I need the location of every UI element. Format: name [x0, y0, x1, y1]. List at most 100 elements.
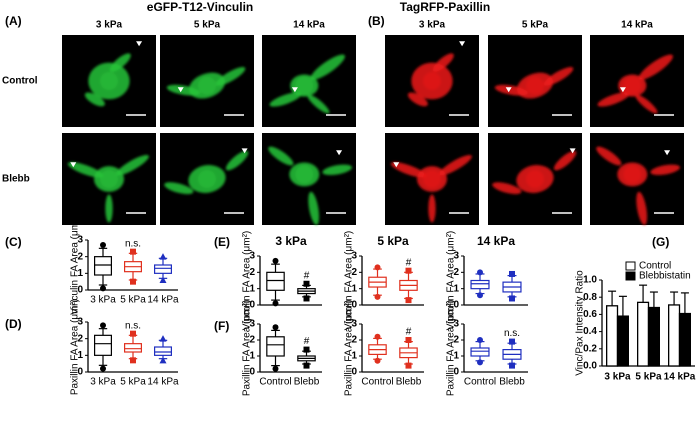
- panel-label: (A): [5, 14, 22, 28]
- bar: [678, 312, 692, 367]
- x-tick-label: 5 kPa: [120, 295, 146, 306]
- bar: [637, 301, 650, 367]
- flier: [272, 365, 279, 372]
- cell: [597, 54, 674, 114]
- box: [470, 279, 490, 290]
- y-tick-label: 0: [77, 367, 83, 378]
- cell-body: [116, 154, 149, 176]
- y-tick-label: 3: [77, 317, 83, 328]
- cell-body: [308, 191, 320, 226]
- y-axis-label: Vinculin FA Area (μm²): [344, 231, 355, 331]
- panel-label: (E): [214, 235, 230, 249]
- cell: [494, 67, 574, 99]
- x-tick-label: 5 kPa: [635, 372, 662, 383]
- flier: [303, 362, 310, 369]
- cell-body: [638, 54, 674, 80]
- cell-body: [310, 54, 346, 80]
- cell-body: [597, 92, 630, 107]
- bar: [668, 304, 681, 367]
- flier: [477, 359, 483, 366]
- y-tick-label: 2: [351, 267, 357, 278]
- flier: [100, 322, 106, 329]
- cell-body: [67, 162, 104, 178]
- y-tick-label: 1.0: [583, 275, 597, 286]
- y-tick-label: 3: [453, 251, 459, 262]
- nucleus: [198, 76, 216, 95]
- flier: [303, 280, 310, 287]
- column-label: 14 kPa: [621, 20, 653, 31]
- cell-body: [432, 53, 454, 72]
- x-tick-label: Blebb: [294, 377, 320, 388]
- annotation: #: [406, 327, 412, 338]
- arrowhead: [393, 162, 400, 168]
- flier: [509, 270, 515, 277]
- panel-label: (G): [652, 235, 669, 249]
- annotation: n.s.: [125, 238, 141, 249]
- row-label: Blebb: [2, 174, 30, 185]
- y-tick-label: 3: [77, 235, 83, 246]
- y-tick-label: 0: [351, 367, 357, 378]
- flier: [405, 267, 412, 274]
- y-tick-label: 1: [453, 351, 459, 362]
- cell-body: [390, 162, 427, 178]
- y-axis-label: Vinculin FA Area (μm²): [242, 231, 253, 331]
- panel-title: eGFP-T12-Vinculin: [147, 0, 253, 14]
- cell-body: [105, 194, 113, 223]
- flier: [509, 295, 515, 302]
- flier: [509, 362, 515, 369]
- y-tick-label: 1: [249, 283, 255, 294]
- annotation: #: [304, 270, 310, 281]
- flier: [272, 300, 279, 307]
- x-tick-label: Blebb: [499, 377, 525, 388]
- cell: [268, 146, 353, 226]
- x-tick-label: 3 kPa: [90, 377, 116, 388]
- flier: [159, 356, 167, 364]
- flier: [159, 253, 167, 260]
- arrowhead: [70, 162, 77, 168]
- flier: [130, 357, 136, 364]
- bar: [647, 306, 661, 367]
- cell: [84, 53, 131, 107]
- bar: [616, 315, 630, 367]
- cell-body: [650, 164, 681, 176]
- y-tick-label: 2: [77, 333, 83, 344]
- panel-label: (C): [5, 235, 22, 249]
- chart-title: 14 kPa: [477, 234, 515, 248]
- y-tick-label: 3: [249, 319, 255, 330]
- box: [154, 346, 173, 356]
- x-tick-label: 14 kPa: [147, 295, 179, 306]
- y-axis-label: Paxillin FA Area (μm²): [70, 299, 81, 395]
- cell-body: [636, 191, 648, 226]
- flier: [405, 362, 412, 369]
- legend-label: Blebbistatin: [639, 271, 691, 282]
- flier: [374, 357, 381, 364]
- x-tick-label: 14 kPa: [664, 372, 696, 383]
- y-tick-label: 2: [77, 251, 83, 262]
- annotation: #: [406, 257, 412, 268]
- column-label: 3 kPa: [419, 20, 446, 31]
- flier: [130, 330, 136, 337]
- y-tick-label: 0.4: [583, 326, 597, 337]
- y-axis-label: Paxillin FA Area (μm²): [242, 300, 253, 396]
- flier: [374, 264, 381, 271]
- arrowhead: [336, 150, 343, 156]
- cell: [390, 154, 472, 223]
- y-tick-label: 0: [249, 367, 255, 378]
- cell: [269, 54, 346, 114]
- x-tick-label: 14 kPa: [147, 377, 179, 388]
- y-tick-label: 0.8: [583, 292, 597, 303]
- legend-swatch: [625, 271, 636, 281]
- y-tick-label: 3: [351, 319, 357, 330]
- flier: [303, 346, 310, 353]
- panel-title: TagRFP-Paxillin: [400, 0, 490, 14]
- flier: [130, 248, 136, 255]
- panel-label: (B): [368, 14, 385, 28]
- flier: [100, 242, 106, 248]
- y-tick-label: 0: [77, 285, 83, 296]
- y-tick-label: 3: [453, 319, 459, 330]
- nucleus: [198, 170, 216, 188]
- arrowhead: [664, 150, 671, 156]
- cell: [407, 53, 454, 107]
- box: [93, 256, 112, 276]
- annotation: #: [304, 336, 310, 347]
